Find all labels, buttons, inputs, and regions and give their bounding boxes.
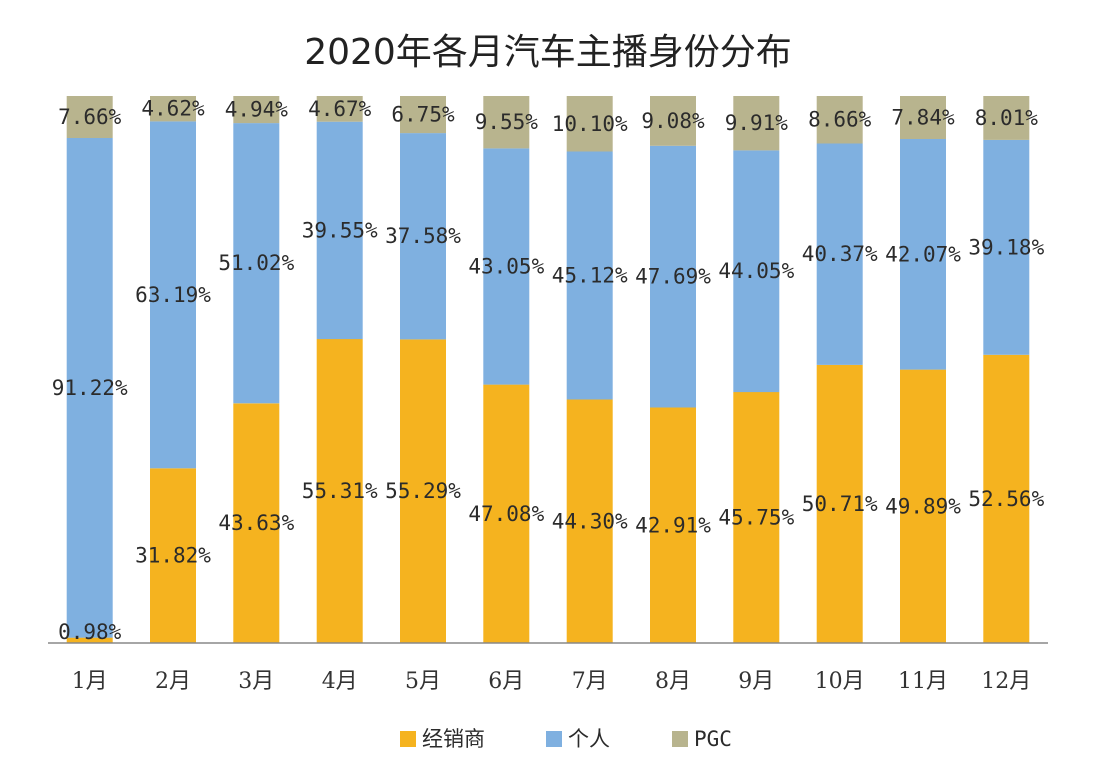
bar-pgc-5 xyxy=(400,96,446,134)
bar-individual-10 xyxy=(816,143,863,365)
data-label-dealer-8: 42.91% xyxy=(635,513,711,537)
bar-pgc-11 xyxy=(900,96,946,139)
bars-layer xyxy=(66,96,1030,643)
data-label-pgc-4: 4.67% xyxy=(308,97,372,121)
bar-individual-4 xyxy=(316,121,363,340)
data-label-individual-8: 47.69% xyxy=(635,265,711,289)
bar-dealer-3 xyxy=(233,403,280,643)
data-label-individual-10: 40.37% xyxy=(802,242,878,266)
legend-swatch-pgc xyxy=(672,731,688,747)
legend-label-individual: 个人 xyxy=(568,727,610,751)
bar-pgc-10 xyxy=(816,96,863,144)
bar-individual-5 xyxy=(400,133,446,340)
data-label-individual-2: 63.19% xyxy=(135,283,211,307)
data-label-individual-9: 44.05% xyxy=(718,259,794,283)
data-label-pgc-10: 8.66% xyxy=(808,108,872,132)
data-label-pgc-11: 7.84% xyxy=(891,106,955,130)
legend-label-dealer: 经销商 xyxy=(422,727,485,751)
data-label-individual-4: 39.55% xyxy=(302,218,378,242)
data-label-dealer-7: 44.30% xyxy=(552,509,628,533)
data-label-individual-6: 43.05% xyxy=(468,255,544,279)
x-tick-label-9: 9月 xyxy=(738,669,774,694)
bar-dealer-5 xyxy=(400,339,446,643)
data-label-individual-7: 45.12% xyxy=(552,264,628,288)
bar-individual-12 xyxy=(983,139,1030,355)
legend-label-pgc: PGC xyxy=(694,727,732,751)
bar-dealer-7 xyxy=(566,399,613,643)
x-tick-label-6: 6月 xyxy=(488,669,524,694)
x-tick-label-8: 8月 xyxy=(655,669,691,694)
x-tick-label-12: 12月 xyxy=(981,669,1031,694)
data-label-dealer-3: 43.63% xyxy=(218,511,294,535)
data-label-dealer-5: 55.29% xyxy=(385,479,461,503)
x-tick-label-1: 1月 xyxy=(72,669,108,694)
bar-individual-9 xyxy=(733,150,780,393)
bar-pgc-6 xyxy=(483,96,530,149)
data-label-pgc-5: 6.75% xyxy=(391,103,455,127)
data-label-pgc-7: 10.10% xyxy=(552,112,628,136)
data-label-individual-5: 37.58% xyxy=(385,224,461,248)
bar-pgc-3 xyxy=(233,96,280,124)
x-tick-label-10: 10月 xyxy=(815,669,865,694)
legend-swatch-individual xyxy=(546,731,562,747)
bar-dealer-4 xyxy=(316,339,363,643)
data-label-dealer-12: 52.56% xyxy=(968,487,1044,511)
data-label-dealer-11: 49.89% xyxy=(885,494,961,518)
x-tick-label-11: 11月 xyxy=(898,669,948,694)
bar-pgc-2 xyxy=(150,96,196,122)
legend: 经销商 个人 PGC xyxy=(400,727,732,751)
data-label-dealer-2: 31.82% xyxy=(135,544,211,568)
legend-swatch-dealer xyxy=(400,731,416,747)
data-label-pgc-2: 4.62% xyxy=(141,97,205,121)
data-label-individual-12: 39.18% xyxy=(968,235,1044,259)
bar-individual-7 xyxy=(566,151,613,400)
bar-dealer-6 xyxy=(483,384,530,643)
x-tick-label-7: 7月 xyxy=(572,669,608,694)
data-label-individual-1: 91.22% xyxy=(52,376,128,400)
bar-pgc-12 xyxy=(983,96,1030,140)
x-tick-labels: 1月 2月 3月 4月 5月 6月 7月 8月 9月 10月 11月 12月 xyxy=(72,669,1032,694)
bar-pgc-9 xyxy=(733,96,780,151)
x-tick-label-2: 2月 xyxy=(155,669,191,694)
data-label-pgc-6: 9.55% xyxy=(475,110,539,134)
bar-pgc-4 xyxy=(316,96,363,122)
data-label-pgc-1: 7.66% xyxy=(58,105,122,129)
data-label-individual-3: 51.02% xyxy=(218,251,294,275)
bar-dealer-10 xyxy=(816,364,863,643)
x-tick-label-3: 3月 xyxy=(238,669,274,694)
data-label-dealer-6: 47.08% xyxy=(468,502,544,526)
data-label-dealer-10: 50.71% xyxy=(802,492,878,516)
bar-individual-2 xyxy=(150,121,196,469)
bar-individual-8 xyxy=(650,145,696,408)
chart-title: 2020年各月汽车主播身份分布 xyxy=(304,32,792,73)
bar-individual-3 xyxy=(233,123,280,404)
x-tick-label-4: 4月 xyxy=(322,669,358,694)
data-label-dealer-4: 55.31% xyxy=(302,479,378,503)
data-labels: 0.98% 91.22% 7.66% 31.82% 63.19% 4.62% 43.63% 5… xyxy=(52,97,1045,644)
bar-individual-11 xyxy=(900,139,946,370)
data-label-individual-11: 42.07% xyxy=(885,242,961,266)
bar-dealer-9 xyxy=(733,392,780,643)
bar-pgc-1 xyxy=(66,96,113,138)
bar-individual-1 xyxy=(66,138,113,638)
bar-dealer-1 xyxy=(66,637,113,643)
bar-dealer-8 xyxy=(650,407,696,643)
bar-dealer-12 xyxy=(983,354,1030,643)
bar-dealer-11 xyxy=(900,369,946,643)
bar-pgc-8 xyxy=(650,96,696,146)
bar-pgc-7 xyxy=(566,96,613,152)
data-label-pgc-9: 9.91% xyxy=(725,111,789,135)
data-label-dealer-1: 0.98% xyxy=(58,620,122,644)
data-label-pgc-8: 9.08% xyxy=(641,109,705,133)
data-label-pgc-3: 4.94% xyxy=(225,98,289,122)
data-label-pgc-12: 8.01% xyxy=(975,106,1039,130)
bar-dealer-2 xyxy=(150,468,196,643)
data-label-dealer-9: 45.75% xyxy=(718,506,794,530)
bar-individual-6 xyxy=(483,148,530,385)
x-tick-label-5: 5月 xyxy=(405,669,441,694)
